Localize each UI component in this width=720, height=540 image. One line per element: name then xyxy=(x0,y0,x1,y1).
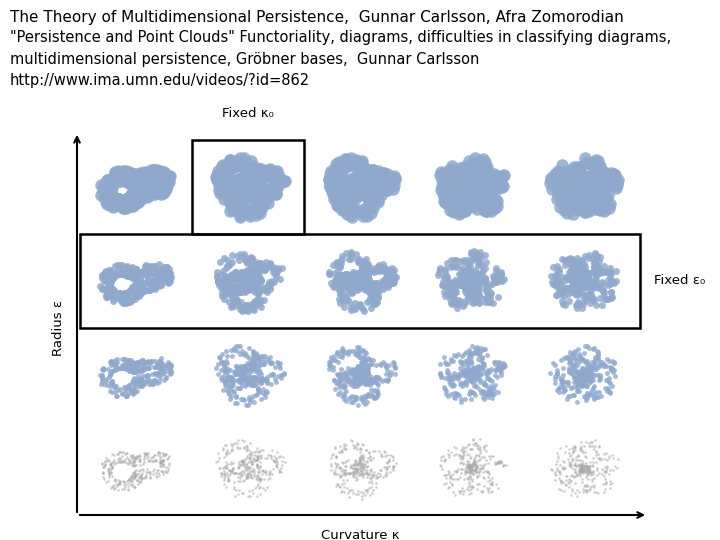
Text: The Theory of Multidimensional Persistence,  Gunnar Carlsson, Afra Zomorodian: The Theory of Multidimensional Persisten… xyxy=(10,10,624,25)
Text: Fixed κ₀: Fixed κ₀ xyxy=(222,107,274,120)
Text: Fixed ε₀: Fixed ε₀ xyxy=(654,274,706,287)
Text: Curvature κ: Curvature κ xyxy=(320,529,400,540)
Bar xyxy=(80,234,640,327)
Text: Radius ε: Radius ε xyxy=(52,300,65,355)
Text: "Persistence and Point Clouds" Functoriality, diagrams, difficulties in classify: "Persistence and Point Clouds" Functoria… xyxy=(10,30,671,88)
Bar xyxy=(192,140,304,234)
